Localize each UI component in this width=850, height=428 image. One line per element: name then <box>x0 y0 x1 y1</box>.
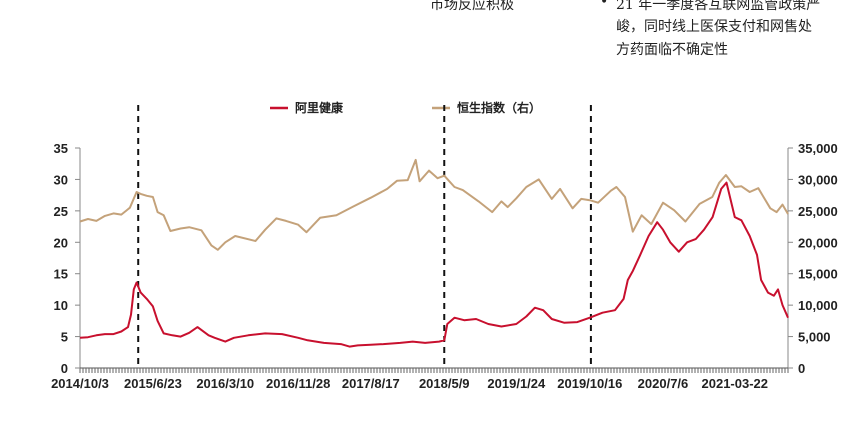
x-tick-label: 2017/8/17 <box>342 376 400 391</box>
x-tick-label: 2021-03-22 <box>702 376 769 391</box>
x-tick-label: 2019/1/24 <box>487 376 546 391</box>
header-note-line-1: 21 年一季度各互联网监管政策严 <box>616 0 821 13</box>
y-left-tick-label: 10 <box>54 298 68 313</box>
series-line-hsi <box>79 158 789 251</box>
y-right-tick-label: 0 <box>798 361 805 376</box>
x-tick-label: 2016/3/10 <box>196 376 254 391</box>
x-tick-label: 2016/11/28 <box>266 376 330 391</box>
x-tick-label: 2018/5/9 <box>419 376 470 391</box>
y-left-tick-label: 35 <box>54 141 68 156</box>
y-right-tick-label: 15,000 <box>798 267 838 282</box>
x-tick-label: 2019/10/16 <box>557 376 622 391</box>
y-left-tick-label: 20 <box>54 235 68 250</box>
y-right-tick-label: 10,000 <box>798 298 838 313</box>
x-tick-label: 2020/7/6 <box>638 376 689 391</box>
y-left-tick-label: 0 <box>61 361 68 376</box>
series-lines <box>79 158 789 348</box>
y-right-tick-label: 25,000 <box>798 204 838 219</box>
y-left-tick-label: 15 <box>54 267 68 282</box>
series-line-alihealth <box>79 181 789 348</box>
y-right-tick-label: 20,000 <box>798 235 838 250</box>
header-note-line-2: 峻，同时线上医保支付和网售处 <box>616 19 812 35</box>
y-right-tick-label: 35,000 <box>798 141 838 156</box>
x-tick-label: 2014/10/3 <box>51 376 109 391</box>
legend-label-alihealth: 阿里健康 <box>295 100 344 115</box>
chart-legend: 阿里健康 恒生指数（右） <box>270 100 541 115</box>
header-left-text: 市场反应积极 <box>430 0 514 13</box>
legend-label-hsi: 恒生指数（右） <box>457 100 541 115</box>
y-left-tick-label: 30 <box>54 172 68 187</box>
y-left-tick-label: 5 <box>61 330 68 345</box>
header-note-line-3: 方药面临不确定性 <box>616 42 728 58</box>
axes: 0 5 10 15 20 25 30 35 0 5,000 10,000 15,000 20,000 25… <box>51 141 838 391</box>
y-right-tick-label: 30,000 <box>798 172 838 187</box>
bullet-icon: • <box>600 0 609 10</box>
x-tick-label: 2015/6/23 <box>124 376 182 391</box>
y-left-tick-label: 25 <box>54 204 68 219</box>
y-right-tick-label: 5,000 <box>798 330 831 345</box>
